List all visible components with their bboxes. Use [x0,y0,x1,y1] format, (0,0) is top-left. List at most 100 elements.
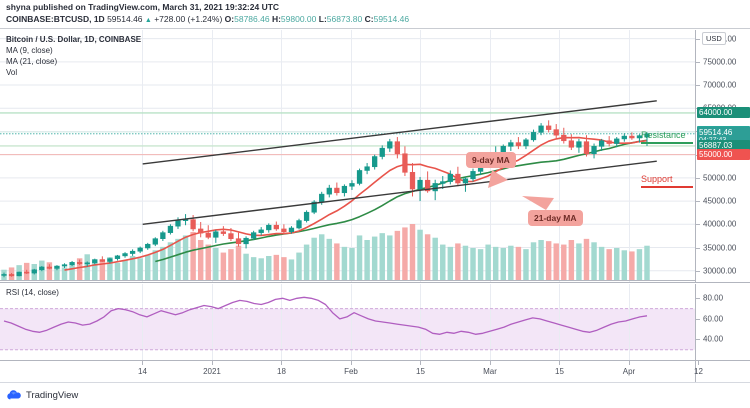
ma9-callout[interactable]: 9-day MA [466,152,516,168]
candle-body [281,228,287,233]
price-plot-area[interactable] [0,30,695,282]
candle-body [349,183,355,187]
pane-divider [0,282,750,283]
time-axis-label: Feb [344,367,358,376]
candle-body [508,142,514,147]
volume-bar [644,245,650,280]
candle-body [311,201,317,213]
volume-bar [492,246,499,280]
volume-bar [220,252,227,280]
rsi-plot-area[interactable] [0,284,695,360]
axis-corner-divider [695,361,696,383]
volume-bar [235,245,242,280]
volume-bar [636,249,643,280]
candle-body [394,141,401,155]
volume-bar [92,261,98,280]
volume-bar [417,229,423,280]
candle-body [69,262,75,265]
volume-bar [500,248,506,280]
candle-body [561,134,567,142]
candle-body [198,228,204,234]
time-axis-label: Apr [622,367,636,376]
rsi-axis[interactable]: 80.00 60.00 40.00 [695,284,750,360]
candle-body [409,172,416,190]
candle-body [546,125,552,130]
tradingview-logo[interactable]: TradingView [7,389,78,401]
candle-body [583,141,590,155]
rsi-legend: RSI (14, close) [6,288,59,297]
volume-bar [182,235,189,280]
price-axis-label: 70000.00 [703,80,737,90]
rsi-pane: 80.00 60.00 40.00 RSI (14, close) [0,284,750,360]
candle-body [1,274,7,276]
price-badge[interactable]: 55000.00 [697,148,750,160]
candle-body [145,243,151,249]
time-axis-tick [698,361,699,365]
volume-bar [538,240,544,280]
candle-body [530,132,537,141]
candle-body [417,179,423,190]
candle-body [167,225,174,233]
candle-body [356,170,363,184]
volume-bar [379,233,385,280]
time-axis[interactable]: 14 2021 18 Feb 15 Mar 15 Apr 12 [0,360,750,383]
candle-body [387,141,393,149]
candle-body [152,238,158,245]
volume-bar [197,240,204,280]
time-axis-tick [629,361,630,365]
rsi-axis-label: 60.00 [703,314,724,324]
volume-bar [530,242,537,280]
price-axis-tick [696,61,700,63]
candle-body [220,231,227,234]
volume-bar [402,227,408,280]
candle-body [576,141,582,148]
ma21-callout[interactable]: 21-day MA [528,210,583,226]
footer: TradingView [0,382,750,408]
price-axis-label: 75000.00 [703,57,737,67]
price-candlestick-svg [0,30,695,282]
candle-body [538,125,544,133]
price-badge[interactable]: 64000.00 [697,106,750,118]
currency-badge[interactable]: USD [702,32,726,45]
candle-body [644,133,650,138]
volume-bar [266,256,272,280]
price-badge[interactable]: 56887.03 [697,139,750,151]
volume-bar [114,262,121,280]
volume-bar [462,245,469,280]
symbol-label[interactable]: COINBASE:BTCUSD, 1D [6,14,105,24]
volume-bar [54,266,60,280]
candle-body [205,232,211,238]
open-key: O: [224,14,235,24]
price-axis-tick [696,85,700,87]
candle-body [235,238,242,245]
volume-bar [598,246,605,280]
candle-body [636,135,643,139]
price-axis[interactable]: 30000.00 35000.00 40000.00 45000.00 50000.00… [695,30,750,282]
volume-bar [576,243,582,280]
header-divider [0,28,750,29]
candle-body [122,253,128,257]
high-value: 59800.00 [280,14,317,24]
volume-bar [69,264,75,280]
support-underline [641,186,693,188]
volume-bar [394,230,401,280]
volume-bar [515,246,522,280]
publisher-line: shyna published on TradingView.com, Marc… [6,2,279,12]
candle-body [46,266,53,269]
price-axis-label: 50000.00 [703,173,737,183]
change-up-arrow-icon: ▲ [144,17,152,24]
volume-bar [364,240,370,280]
price-axis-label: 35000.00 [703,243,737,252]
time-axis-tick [351,361,352,365]
volume-bar [258,258,264,280]
volume-bar [167,242,174,280]
candle-body [598,140,605,147]
volume-bar [46,262,53,280]
candle-body [470,171,476,180]
volume-bar [629,251,635,280]
candle-body [606,140,612,144]
resistance-underline [641,142,693,144]
time-axis-tick [142,361,143,365]
rsi-axis-tick [696,339,700,341]
